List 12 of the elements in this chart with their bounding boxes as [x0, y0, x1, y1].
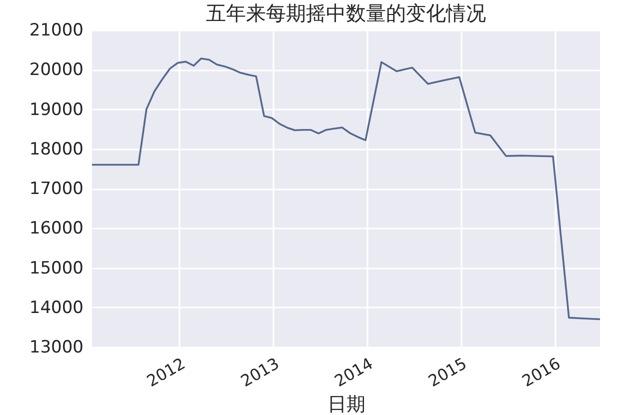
- y-tick-label: 17000: [29, 179, 84, 199]
- y-tick-label: 13000: [29, 338, 84, 358]
- line-series: [92, 58, 600, 320]
- y-tick-label: 18000: [29, 139, 84, 160]
- y-tick-label: 21000: [29, 20, 84, 40]
- chart-title: 五年来每期摇中数量的变化情况: [206, 1, 486, 25]
- y-tick-label: 16000: [29, 218, 84, 239]
- y-tick-label: 19000: [29, 100, 84, 120]
- y-tick-label: 20000: [29, 60, 84, 80]
- y-tick-label: 15000: [29, 258, 84, 278]
- x-axis-title: 日期: [328, 394, 366, 415]
- y-tick-label: 14000: [29, 298, 84, 318]
